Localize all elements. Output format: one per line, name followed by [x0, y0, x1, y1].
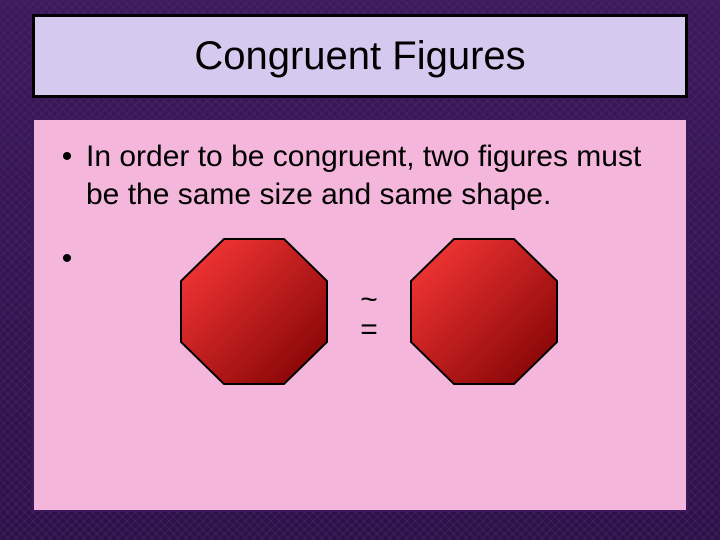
bullet-item: • ~ = [58, 240, 662, 389]
symbol-equals: = [360, 315, 378, 345]
octagon-right [404, 234, 564, 389]
bullet-marker: • [58, 240, 76, 278]
content-box: • In order to be congruent, two figures … [32, 118, 688, 512]
congruence-symbol: ~ = [354, 285, 384, 345]
slide: Congruent Figures • In order to be congr… [0, 0, 720, 540]
symbol-tilde: ~ [360, 285, 378, 315]
title-bar: Congruent Figures [32, 14, 688, 98]
slide-title: Congruent Figures [194, 34, 525, 79]
octagon-icon [174, 234, 334, 389]
octagon-icon [404, 234, 564, 389]
bullet-text: In order to be congruent, two figures mu… [86, 138, 662, 214]
bullet-marker: • [58, 138, 76, 176]
octagon-left [174, 234, 334, 389]
bullet-item: • In order to be congruent, two figures … [58, 138, 662, 214]
figure-container: ~ = [76, 234, 662, 389]
